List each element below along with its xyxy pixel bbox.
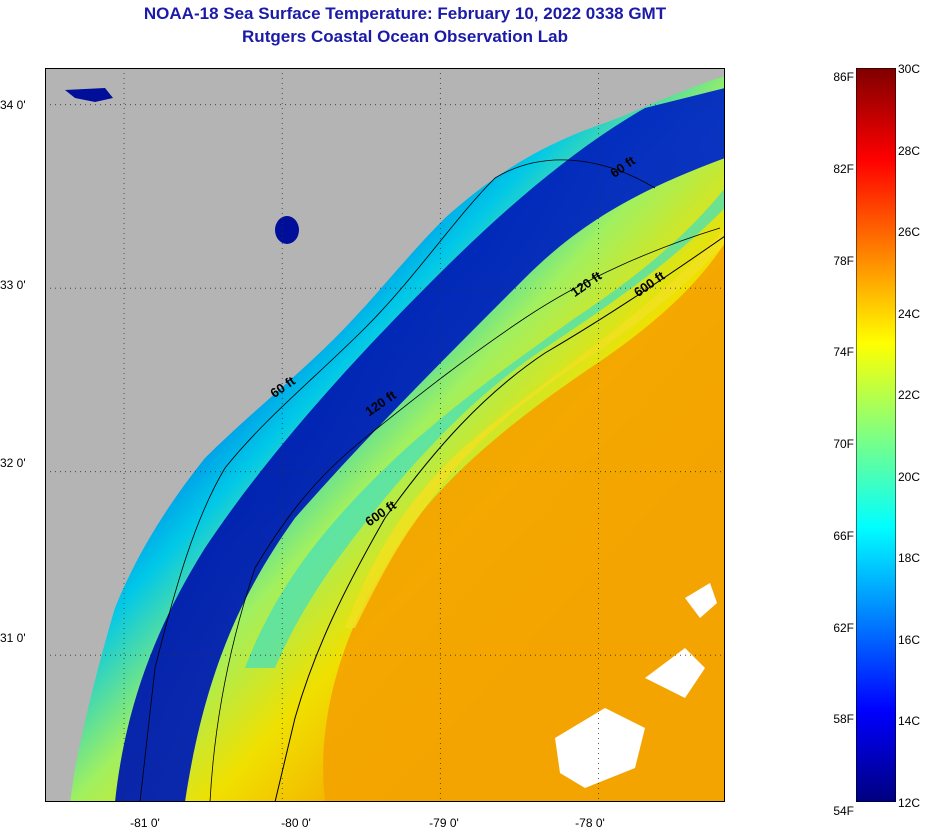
lat-label-34: 34 0' bbox=[0, 98, 26, 112]
lake-marion bbox=[275, 216, 299, 244]
celsius-label: 22C bbox=[898, 388, 921, 403]
isobath-120ft bbox=[209, 227, 721, 802]
inland-water bbox=[65, 88, 113, 102]
lon-label-81: -81 0' bbox=[130, 816, 160, 830]
graticule bbox=[45, 68, 725, 802]
celsius-label: 16C bbox=[898, 632, 921, 647]
map-title: NOAA-18 Sea Surface Temperature: Februar… bbox=[143, 4, 667, 23]
frontal-zone bbox=[345, 228, 725, 628]
fahrenheit-label: 58F bbox=[833, 712, 854, 727]
land-mass bbox=[45, 68, 725, 802]
map-frame bbox=[45, 68, 725, 802]
fahrenheit-label: 82F bbox=[833, 161, 854, 176]
celsius-label: 20C bbox=[898, 469, 921, 484]
cloud-patch bbox=[555, 708, 645, 788]
fahrenheit-label: 74F bbox=[833, 345, 854, 360]
lon-label-78: -78 0' bbox=[575, 816, 605, 830]
celsius-label: 12C bbox=[898, 796, 921, 810]
fahrenheit-label: 70F bbox=[833, 437, 854, 451]
temperature-colorbar bbox=[856, 68, 896, 802]
cloud-patch bbox=[645, 648, 705, 698]
map-subtitle: Rutgers Coastal Ocean Observation Lab bbox=[242, 27, 568, 46]
isobath-600ft bbox=[274, 235, 725, 802]
gulf-stream-warm-water bbox=[323, 243, 725, 802]
isobath-60ft bbox=[139, 159, 656, 802]
lat-label-31: 31 0' bbox=[0, 631, 26, 645]
lat-label-32: 32 0' bbox=[0, 456, 26, 470]
nearshore-cold-water bbox=[115, 88, 725, 802]
colorbar-gradient bbox=[856, 68, 896, 802]
celsius-label: 14C bbox=[898, 714, 921, 729]
fahrenheit-label: 78F bbox=[833, 253, 854, 268]
fahrenheit-label: 54F bbox=[833, 804, 854, 818]
fahrenheit-label: 66F bbox=[833, 528, 854, 543]
lon-label-80: -80 0' bbox=[281, 816, 311, 830]
cloud-patch bbox=[685, 583, 717, 618]
shelf-water bbox=[245, 188, 725, 668]
celsius-label: 24C bbox=[898, 306, 921, 321]
lat-label-33: 33 0' bbox=[0, 278, 26, 292]
celsius-label: 28C bbox=[898, 143, 921, 158]
celsius-label: 18C bbox=[898, 551, 921, 566]
celsius-label: 30C bbox=[898, 62, 921, 76]
fahrenheit-label: 62F bbox=[833, 620, 854, 635]
celsius-label: 26C bbox=[898, 225, 921, 240]
fahrenheit-label: 86F bbox=[833, 70, 854, 84]
lon-label-79: -79 0' bbox=[429, 816, 459, 830]
